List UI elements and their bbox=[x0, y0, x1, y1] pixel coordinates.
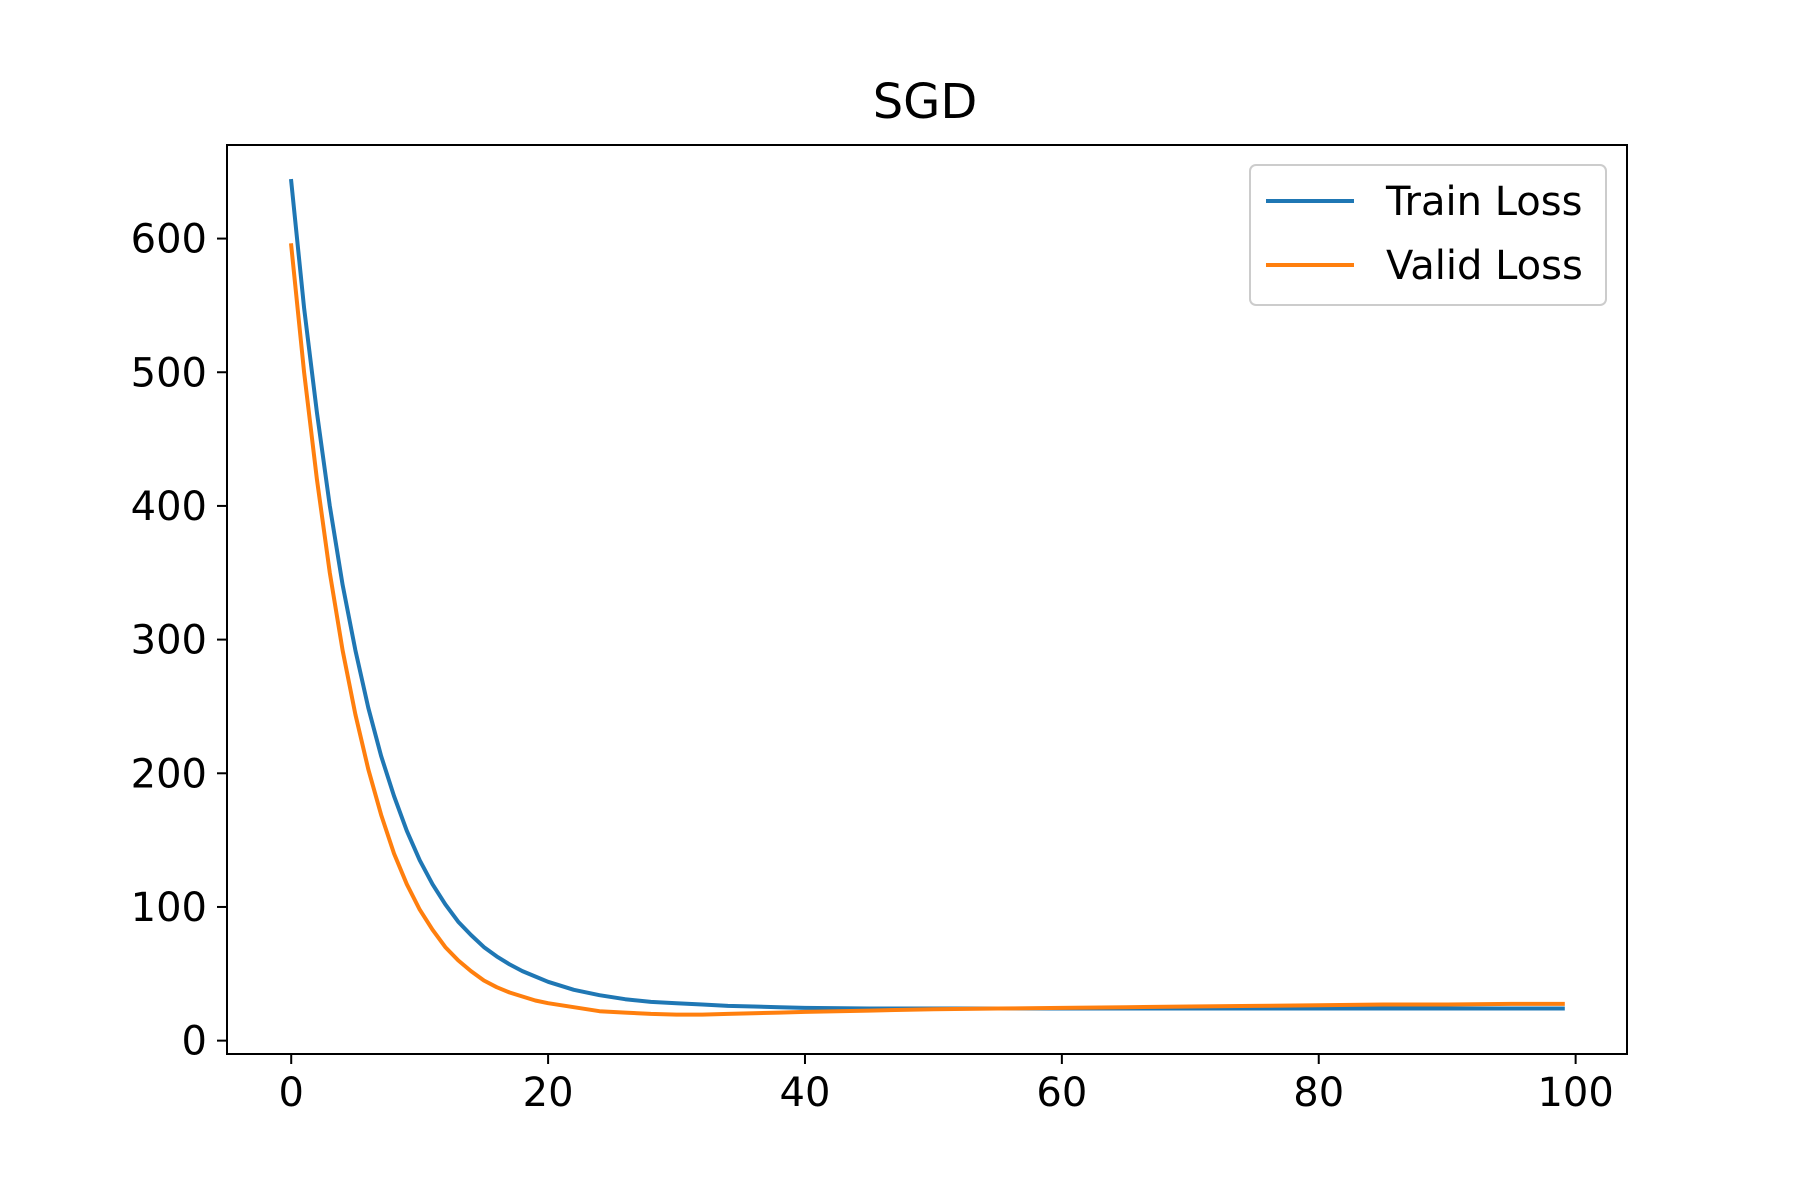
y-tick-label: 500 bbox=[131, 350, 207, 396]
y-tick-label: 200 bbox=[131, 751, 207, 797]
x-axis: 0 20 40 60 80 100 bbox=[278, 1054, 1614, 1116]
x-tick-label: 0 bbox=[278, 1070, 303, 1116]
y-tick-label: 300 bbox=[131, 618, 207, 664]
chart-title: SGD bbox=[873, 74, 978, 130]
y-tick-label: 400 bbox=[131, 484, 207, 530]
x-tick-label: 20 bbox=[523, 1070, 574, 1116]
axes-frame bbox=[226, 144, 1628, 1055]
series-line-valid-loss bbox=[289, 243, 1565, 1017]
legend-label-train-loss: Train Loss bbox=[1385, 179, 1582, 225]
x-tick-label: 80 bbox=[1293, 1070, 1344, 1116]
plot-area bbox=[226, 144, 1628, 1055]
y-axis: 0 100 200 300 400 500 600 bbox=[131, 217, 227, 1065]
x-tick-label: 40 bbox=[780, 1070, 831, 1116]
legend-label-valid-loss: Valid Loss bbox=[1386, 243, 1583, 289]
y-tick-label: 0 bbox=[182, 1019, 207, 1065]
legend: Train Loss Valid Loss bbox=[1249, 164, 1607, 306]
x-tick-label: 60 bbox=[1036, 1070, 1087, 1116]
y-tick-label: 100 bbox=[131, 885, 207, 931]
x-tick-label: 100 bbox=[1537, 1070, 1613, 1116]
y-tick-label: 600 bbox=[131, 217, 207, 263]
